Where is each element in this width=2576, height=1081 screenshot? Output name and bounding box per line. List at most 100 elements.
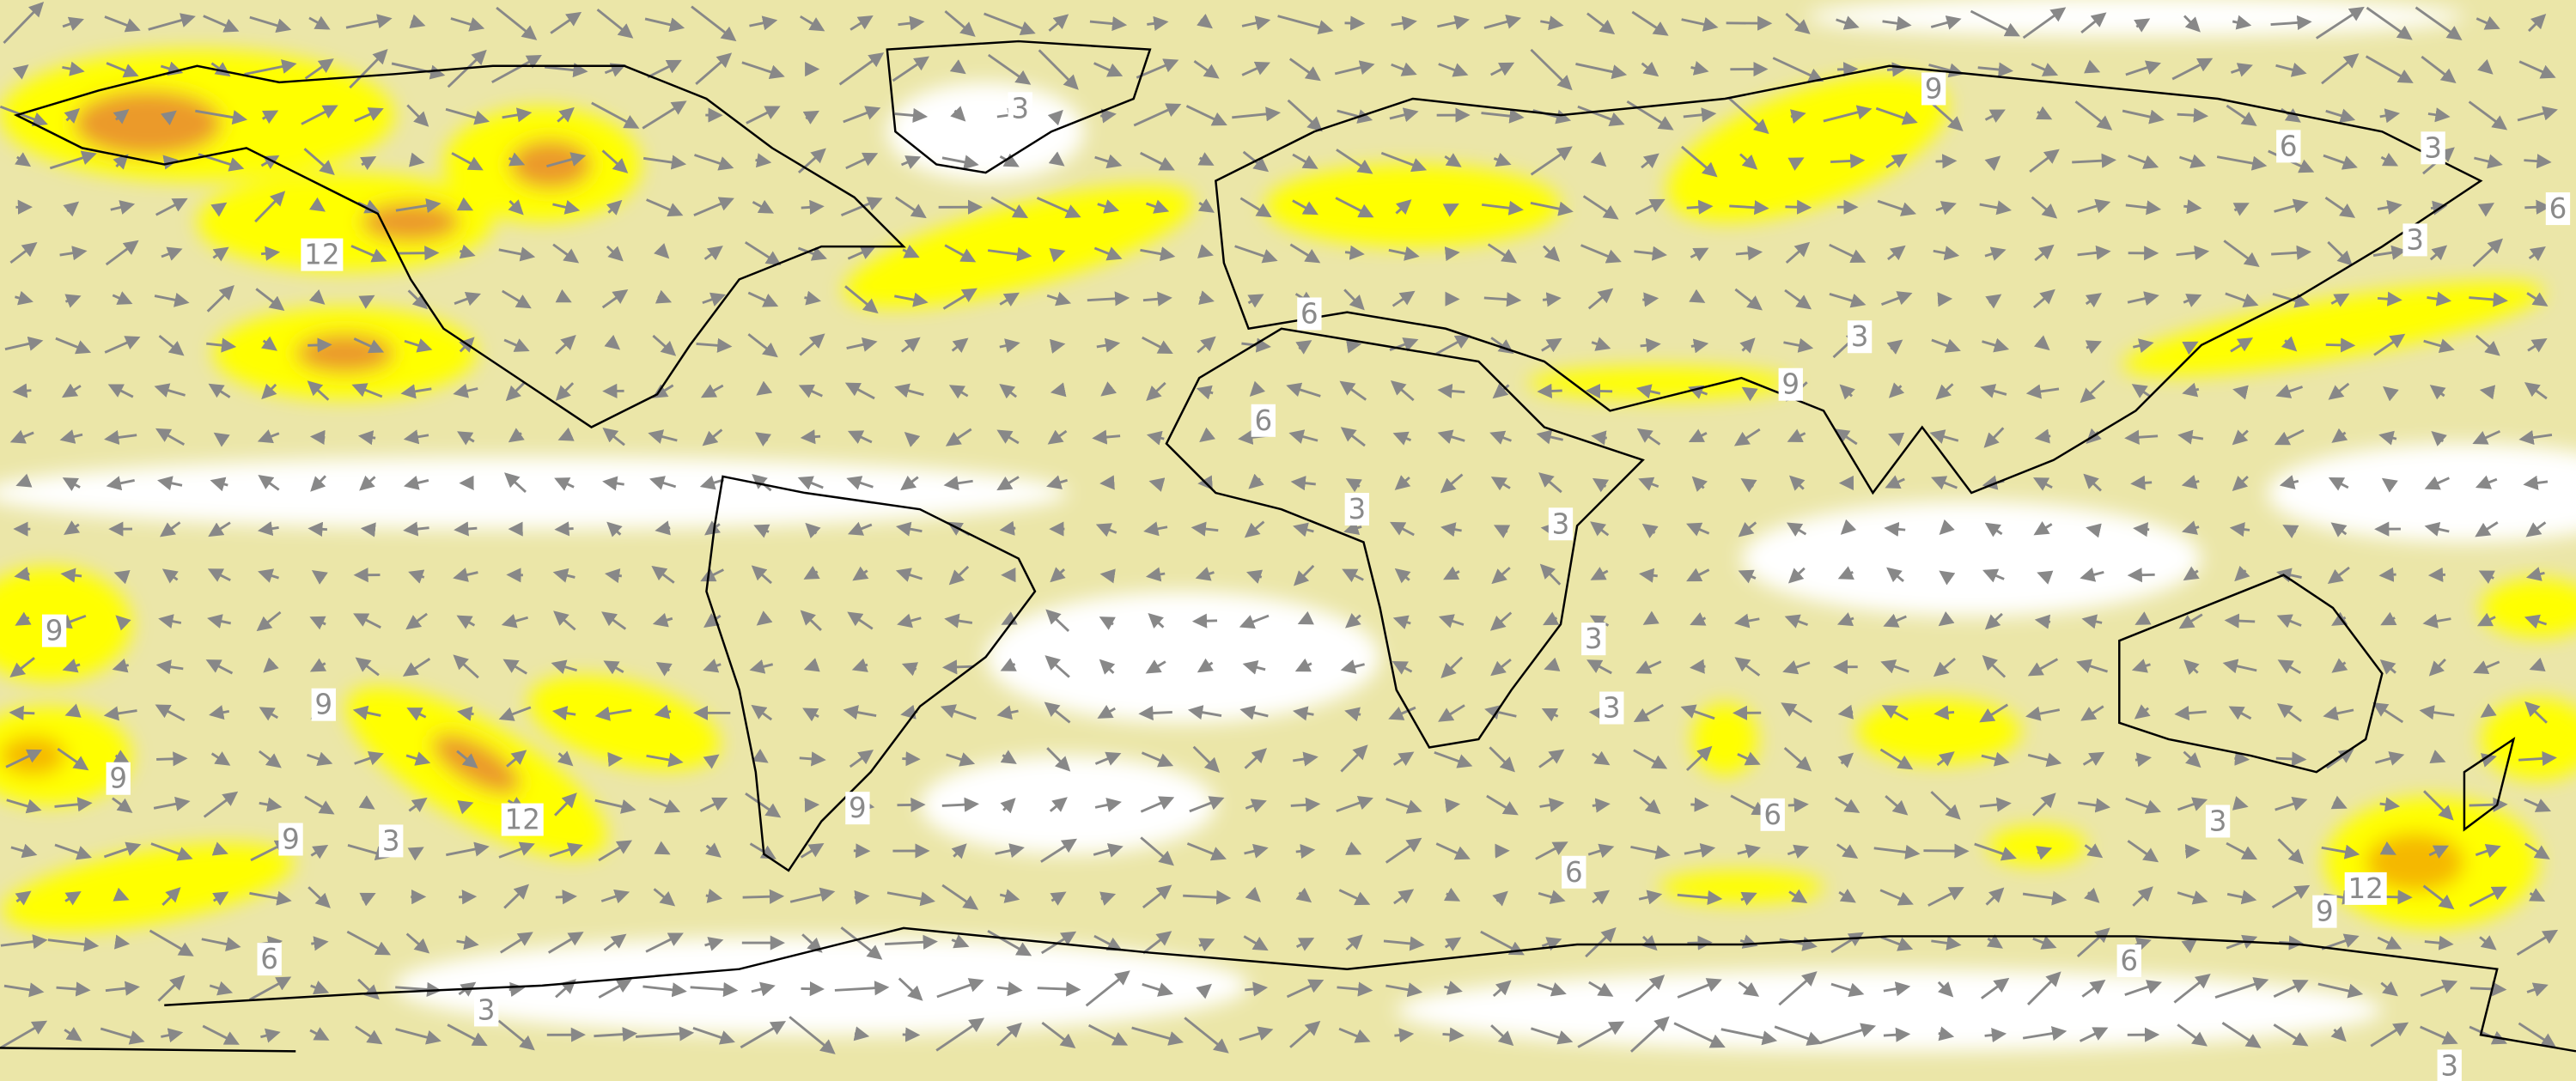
wind-arrow xyxy=(1837,566,1854,580)
contour-label: 9 xyxy=(849,792,867,824)
wind-arrow xyxy=(2077,198,2111,214)
wind-arrow xyxy=(2226,841,2258,860)
wind-arrow xyxy=(892,56,930,82)
wind-arrow xyxy=(400,384,432,399)
wind-arrow xyxy=(894,107,929,124)
wind-arrow xyxy=(1673,1022,1726,1048)
wind-arrow xyxy=(1493,525,1511,538)
wind-arrow xyxy=(2331,611,2348,626)
wind-arrow xyxy=(360,522,376,537)
wind-arrow xyxy=(2076,927,2110,957)
wind-arrow xyxy=(547,932,584,954)
wind-arrow xyxy=(2330,1026,2347,1042)
wind-arrow xyxy=(2518,430,2553,446)
wind-arrow xyxy=(1492,383,1510,399)
wind-arrow xyxy=(1342,568,1364,583)
wind-arrow xyxy=(9,241,38,264)
wind-arrow xyxy=(1443,566,1460,580)
wind-arrow xyxy=(2427,567,2446,583)
wind-arrow xyxy=(502,289,532,309)
wind-arrow xyxy=(1683,107,1717,123)
wind-arrow xyxy=(2323,706,2354,721)
wind-arrow xyxy=(1531,1027,1574,1045)
wind-arrow xyxy=(1435,842,1471,860)
wind-arrow xyxy=(1733,613,1760,629)
wind-arrow xyxy=(1000,658,1017,671)
wind-arrow xyxy=(1096,337,1121,353)
wind-arrow xyxy=(2082,751,2105,766)
wind-arrow xyxy=(2124,429,2159,445)
wind-arrow xyxy=(259,797,283,812)
wind-arrow xyxy=(403,521,429,537)
wind-arrow xyxy=(47,937,100,952)
wind-arrow xyxy=(2330,522,2348,537)
wind-arrow xyxy=(2229,522,2250,537)
wind-arrow xyxy=(1778,971,1818,1006)
wind-arrow xyxy=(1641,523,1659,538)
wind-arrow xyxy=(894,383,924,398)
wind-arrow xyxy=(987,929,1032,957)
wind-arrow xyxy=(457,706,474,721)
wind-arrow xyxy=(261,110,279,124)
wind-arrow xyxy=(1100,381,1117,397)
wind-arrow xyxy=(2473,660,2500,675)
contour-label: 3 xyxy=(1603,692,1621,725)
wind-arrow xyxy=(1981,977,2010,999)
wind-arrow xyxy=(161,568,179,584)
africa xyxy=(1165,327,1645,749)
wind-arrow xyxy=(309,1027,330,1041)
wind-arrow xyxy=(1877,199,1916,216)
wind-arrow xyxy=(113,109,130,124)
wind-arrow xyxy=(304,795,335,815)
wind-arrow xyxy=(103,706,137,721)
wind-arrow xyxy=(255,288,285,311)
wind-arrow xyxy=(1438,704,1465,722)
wind-arrow xyxy=(1297,610,1314,625)
wind-arrow xyxy=(1790,109,1806,124)
wind-arrow xyxy=(1592,890,1611,905)
wind-arrow xyxy=(202,1024,240,1045)
wind-arrow xyxy=(1244,520,1265,538)
wind-arrow xyxy=(2222,659,2257,674)
wind-arrow xyxy=(2274,198,2309,214)
wind-arrow xyxy=(349,48,388,89)
wind-arrow xyxy=(1982,568,2005,583)
wind-arrow xyxy=(1392,615,1411,629)
wind-arrow xyxy=(1985,294,2002,309)
wind-arrow xyxy=(1937,292,1953,307)
wind-arrow xyxy=(1788,475,1806,491)
wind-arrow xyxy=(1344,707,1361,722)
wind-arrow xyxy=(550,11,582,34)
wind-arrow xyxy=(2472,238,2504,268)
contour-label: 3 xyxy=(1348,493,1366,525)
wind-arrow xyxy=(1193,59,1220,79)
wind-arrow xyxy=(2469,1025,2507,1045)
wind-arrow xyxy=(1738,569,1757,584)
wind-arrow xyxy=(1981,751,2010,767)
wind-arrow xyxy=(1818,1023,1877,1045)
wind-arrow xyxy=(1635,975,1666,1003)
wind-arrow xyxy=(354,107,384,123)
wind-arrow xyxy=(2475,475,2498,489)
wind-arrow xyxy=(407,289,429,310)
wind-arrow xyxy=(854,890,870,905)
wind-arrow xyxy=(100,1027,145,1045)
wind-arrow xyxy=(1191,613,1218,629)
wind-arrow xyxy=(2132,886,2153,907)
wind-arrow xyxy=(308,337,332,353)
wind-arrow xyxy=(1933,246,1960,261)
wind-arrow xyxy=(56,981,91,997)
wind-arrow xyxy=(2377,199,2402,215)
wind-arrow xyxy=(2275,751,2307,767)
wind-arrow xyxy=(1540,15,1564,31)
wind-arrow xyxy=(1489,430,1512,445)
wind-arrow xyxy=(105,981,140,996)
wind-arrow xyxy=(1734,288,1763,311)
wind-arrow xyxy=(2524,701,2548,724)
wind-arrow xyxy=(1047,429,1068,445)
wind-arrow xyxy=(1390,521,1415,537)
wind-arrow xyxy=(2074,100,2113,131)
wind-arrow xyxy=(457,800,474,815)
wind-arrow xyxy=(1483,14,1522,29)
label-box xyxy=(2545,192,2571,226)
